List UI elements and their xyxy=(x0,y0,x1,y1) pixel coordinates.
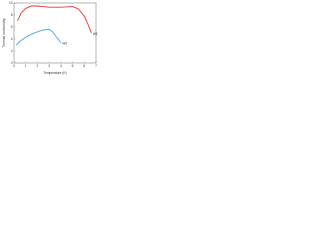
x-tick-label: 5 xyxy=(72,64,74,68)
x-tick-label: 4 xyxy=(60,64,62,68)
x-axis-title: Temperature (K) xyxy=(43,71,66,75)
y-tick-label: 6 xyxy=(11,25,13,29)
y-tick-label: 4 xyxy=(11,37,13,41)
chart: Temperature (K) Thermal conductivity 0 1 2… xyxy=(2,1,98,75)
x-tick-label: 0 xyxy=(13,64,15,68)
x-tick-label: 2 xyxy=(37,64,39,68)
series-label: W1 xyxy=(93,32,98,36)
y-axis-title: Thermal conductivity xyxy=(2,18,6,48)
x-tick-label: 6 xyxy=(83,64,85,68)
x-tick-label: 7 xyxy=(95,64,97,68)
x-tick-label: 1 xyxy=(25,64,27,68)
y-tick-label: 0 xyxy=(11,61,13,65)
y-tick-label: 8 xyxy=(11,13,13,17)
line-series xyxy=(16,28,62,46)
series-label: W2 xyxy=(62,41,67,45)
y-tick-label: 2 xyxy=(11,49,13,53)
y-tick-label: 10 xyxy=(9,1,13,5)
x-tick-label: 3 xyxy=(48,64,50,68)
line-series xyxy=(17,5,92,34)
plot-frame xyxy=(13,2,97,64)
